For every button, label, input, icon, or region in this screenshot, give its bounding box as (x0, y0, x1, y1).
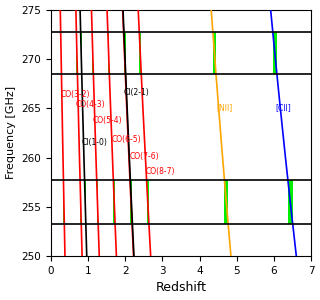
Bar (147, 180, 149, 224)
Bar (108, 32, 109, 74)
Bar (80, 180, 81, 224)
Bar (97, 180, 98, 224)
Bar (81, 32, 82, 74)
Text: CO(8-7): CO(8-7) (145, 167, 175, 176)
Text: CO(7-6): CO(7-6) (130, 152, 159, 160)
Bar (213, 32, 216, 74)
X-axis label: Redshift: Redshift (156, 281, 206, 294)
Bar (288, 180, 293, 224)
Bar (92, 32, 93, 74)
Text: CO(4-3): CO(4-3) (75, 100, 105, 109)
Text: [CII]: [CII] (276, 103, 292, 112)
Bar (124, 32, 125, 74)
Bar (113, 180, 115, 224)
Text: [NII]: [NII] (216, 103, 233, 112)
Bar (76, 32, 77, 74)
Bar (84, 180, 86, 224)
Text: CO(5-4): CO(5-4) (93, 116, 122, 125)
Bar (273, 32, 277, 74)
Bar (130, 180, 132, 224)
Bar (224, 180, 228, 224)
Bar (124, 32, 126, 74)
Text: CO(6-5): CO(6-5) (111, 135, 141, 144)
Bar (130, 180, 132, 224)
Bar (63, 180, 64, 224)
Text: CI(1-0): CI(1-0) (82, 138, 108, 147)
Text: CI(2-1): CI(2-1) (124, 88, 149, 98)
Bar (139, 32, 141, 74)
Text: CO(3-2): CO(3-2) (60, 90, 90, 99)
Y-axis label: Frequency [GHz]: Frequency [GHz] (5, 86, 16, 179)
